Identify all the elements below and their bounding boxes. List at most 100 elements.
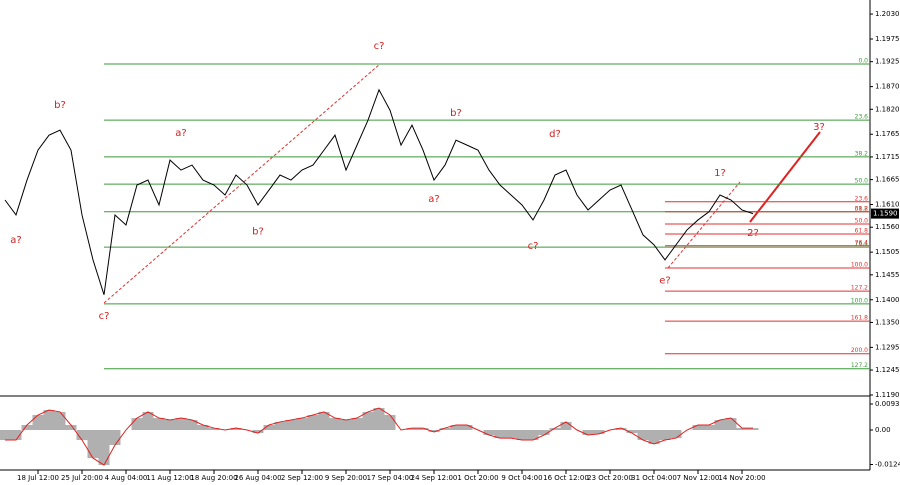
oscillator-bar	[21, 425, 33, 431]
wave-label: d?	[549, 129, 561, 140]
oscillator-bar	[373, 408, 385, 431]
wave-label: a?	[175, 128, 186, 139]
oscillator-bar	[76, 430, 88, 441]
oscillator-bar	[560, 421, 572, 431]
fib-label: 76.4	[855, 239, 869, 246]
projection-arrow	[749, 131, 821, 223]
x-tick-label: 23 Oct 20:00	[587, 474, 633, 482]
fib-label: 23.6	[855, 114, 869, 121]
oscillator-bar	[747, 428, 759, 431]
oscillator-bar	[692, 425, 704, 431]
wave-label: b?	[450, 108, 462, 119]
oscillator-bar	[461, 425, 473, 431]
oscillator-bar	[615, 428, 627, 431]
oscillator-bar	[494, 430, 506, 439]
oscillator-bar	[351, 418, 363, 431]
oscillator-bar	[714, 419, 726, 431]
y-tick-label: 1.1820	[875, 105, 900, 113]
oscillator-bar	[153, 418, 165, 431]
wave-label: c?	[528, 241, 539, 252]
trend-line	[667, 181, 741, 269]
fib-label: 76.4	[855, 241, 869, 248]
y-tick-label: 1.1610	[875, 201, 900, 209]
oscillator-bar	[87, 430, 99, 459]
oscillator-bar	[340, 419, 352, 431]
oscillator-bar	[186, 419, 198, 431]
wave-label: 2?	[747, 228, 759, 239]
oscillator-bar	[505, 430, 517, 439]
oscillator-bar	[593, 430, 605, 434]
y-tick-label: 1.1975	[875, 35, 900, 43]
oscillator-bar	[285, 419, 297, 431]
y-tick-label: 1.1870	[875, 83, 900, 91]
oscillator-bar	[296, 418, 308, 431]
oscillator-bar	[54, 411, 66, 431]
fib-label: 127.2	[851, 362, 868, 369]
oscillator-bar	[703, 425, 715, 431]
x-tick-label: 7 Nov 12:00	[677, 474, 720, 482]
oscillator-bar	[208, 428, 220, 431]
fib-label: 38.2	[855, 205, 869, 212]
x-tick-label: 24 Sep 12:00	[411, 474, 458, 482]
y-tick-label: 1.1350	[875, 318, 900, 326]
y-tick-label: 1.1505	[875, 248, 900, 256]
y-tick-label: 0.00935	[875, 400, 900, 408]
y-tick-label: 1.1295	[875, 343, 900, 351]
oscillator-bar	[483, 430, 495, 436]
oscillator-bar	[648, 430, 660, 444]
oscillator-bar	[582, 430, 594, 436]
oscillator-bar	[626, 430, 638, 434]
y-tick-label: 1.2030	[875, 10, 900, 18]
fib-label: 0.0	[858, 57, 868, 64]
wave-label: b?	[54, 100, 66, 111]
oscillator-bar	[384, 414, 396, 431]
oscillator-bar	[417, 428, 429, 431]
oscillator-bar	[725, 418, 737, 431]
oscillator-bar	[406, 428, 418, 431]
oscillator-bar	[263, 425, 275, 431]
wave-label: 1?	[714, 168, 726, 179]
x-tick-label: 31 Oct 04:00	[631, 474, 677, 482]
trend-line	[103, 63, 381, 304]
y-tick-label: -0.0124	[875, 460, 900, 468]
x-tick-label: 18 Jul 12:00	[17, 474, 59, 482]
fib-label: 61.8	[855, 228, 869, 235]
y-tick-label: 1.1665	[875, 176, 900, 184]
oscillator-bar	[109, 430, 121, 446]
wave-label: a?	[10, 235, 21, 246]
oscillator-bar	[736, 428, 748, 431]
current-price-box	[871, 208, 899, 219]
wave-label: c?	[99, 311, 110, 322]
oscillator-bar	[516, 430, 528, 441]
oscillator-bar	[230, 428, 242, 431]
fib-label: 50.0	[855, 218, 869, 225]
x-tick-label: 14 Nov 20:00	[718, 474, 765, 482]
fib-label: 61.8	[855, 205, 869, 212]
oscillator-bar	[274, 421, 286, 431]
oscillator-bar	[527, 430, 539, 441]
price-line	[4, 88, 754, 295]
fib-label: 23.6	[855, 195, 869, 202]
fib-label: 100.0	[851, 297, 868, 304]
oscillator-bar	[538, 430, 550, 436]
y-tick-label: 1.1245	[875, 366, 900, 374]
fib-label: 200.0	[851, 347, 868, 354]
x-tick-label: 1 Oct 20:00	[457, 474, 498, 482]
wave-label: c?	[374, 41, 385, 52]
oscillator-bar	[252, 430, 264, 434]
x-tick-label: 9 Sep 20:00	[325, 474, 367, 482]
oscillator-bar	[318, 411, 330, 431]
oscillator-bar	[549, 428, 561, 431]
wave-label: 3?	[813, 122, 825, 133]
current-price-label: 1.1590	[873, 210, 898, 218]
oscillator-bar	[329, 418, 341, 431]
oscillator-bar	[131, 418, 143, 431]
x-tick-label: 16 Oct 12:00	[543, 474, 589, 482]
y-tick-label: 1.1400	[875, 296, 900, 304]
x-tick-label: 18 Aug 20:00	[190, 474, 237, 482]
wave-label: e?	[659, 276, 670, 287]
fib-label: 100.0	[851, 262, 868, 269]
fib-label: 127.2	[851, 285, 868, 292]
